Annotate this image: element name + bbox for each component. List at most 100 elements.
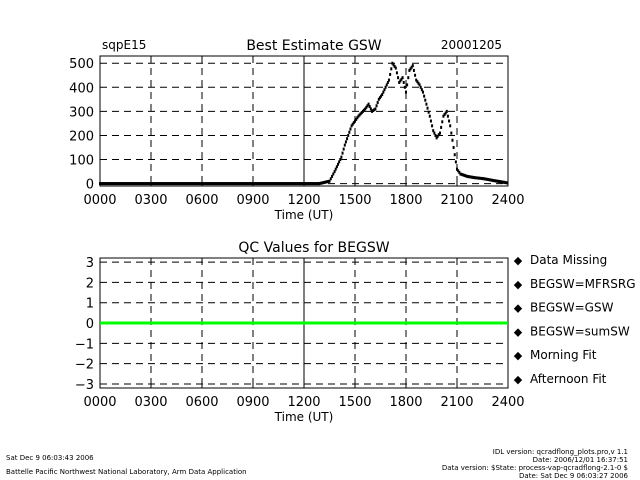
begsw-point (318, 182, 321, 186)
footer-data-date: Date: Sat Dec 9 06:03:27 2006 (519, 472, 628, 480)
begsw-point (168, 182, 171, 186)
begsw-point (124, 182, 127, 186)
begsw-point (299, 182, 302, 186)
begsw-point (296, 182, 299, 186)
begsw-point (342, 147, 345, 151)
begsw-point (137, 182, 140, 186)
begsw-point (147, 182, 149, 186)
begsw-point (112, 182, 115, 186)
begsw-point (174, 182, 177, 186)
qc-ytick-label: −1 (75, 337, 94, 352)
begsw-point (306, 182, 309, 186)
begsw-point (446, 114, 449, 118)
begsw-point (494, 179, 497, 183)
begsw-point (322, 181, 325, 185)
begsw-point (161, 182, 164, 186)
begsw-point (383, 88, 386, 92)
begsw-point (185, 182, 188, 186)
begsw-point (249, 182, 252, 186)
begsw-point (209, 182, 212, 186)
begsw-point (500, 180, 503, 184)
begsw-point (468, 175, 471, 179)
begsw-point (371, 109, 373, 113)
qc-xtick-label: 1800 (389, 395, 422, 410)
begsw-point (297, 182, 300, 186)
qc-xtick-label: 1200 (287, 395, 320, 410)
begsw-point (155, 182, 158, 186)
begsw-point (326, 180, 329, 184)
begsw-point (178, 182, 181, 186)
begsw-point (334, 167, 337, 171)
begsw-point (314, 182, 317, 186)
begsw-point (349, 127, 352, 131)
footer-idl-version: IDL version: qcradflong_plots.pro,v 1.1 (492, 448, 628, 456)
begsw-point (488, 178, 491, 182)
begsw-point (312, 182, 315, 186)
begsw-point (232, 182, 235, 186)
begsw-point (118, 182, 121, 186)
begsw-point (462, 173, 465, 177)
begsw-point (252, 182, 255, 186)
begsw-point (284, 182, 287, 186)
top-ytick-label: 200 (69, 129, 94, 144)
begsw-point (361, 109, 364, 113)
begsw-point (126, 182, 129, 186)
begsw-point (181, 182, 184, 186)
begsw-point (364, 107, 367, 111)
begsw-point (190, 182, 193, 186)
begsw-point (483, 177, 486, 181)
begsw-point (384, 85, 387, 89)
begsw-point (419, 85, 422, 89)
begsw-point (216, 182, 219, 186)
begsw-point (300, 182, 303, 186)
begsw-point (150, 182, 153, 186)
begsw-point (467, 175, 470, 179)
qc-ytick-label: 0 (86, 317, 94, 332)
begsw-point (108, 182, 111, 186)
begsw-point (111, 182, 113, 186)
begsw-point (422, 90, 424, 94)
begsw-point (386, 80, 389, 84)
begsw-point (199, 182, 202, 186)
begsw-point (102, 182, 105, 186)
begsw-point (461, 173, 464, 177)
begsw-point (277, 182, 280, 186)
begsw-point (210, 182, 213, 186)
date-label: 20001205 (441, 38, 502, 52)
begsw-point (354, 119, 356, 123)
begsw-point (248, 182, 251, 186)
begsw-point (163, 182, 166, 186)
begsw-point (243, 182, 246, 186)
begsw-point (154, 182, 157, 186)
begsw-point (454, 160, 457, 164)
begsw-point (272, 182, 275, 186)
qc-ytick-label: 1 (86, 297, 94, 312)
begsw-point (303, 182, 306, 186)
begsw-point (233, 182, 236, 186)
begsw-point (351, 122, 354, 126)
begsw-point (237, 182, 240, 186)
begsw-point (382, 90, 385, 94)
begsw-point (281, 182, 284, 186)
begsw-point (473, 176, 475, 180)
begsw-point (269, 182, 271, 186)
begsw-point (484, 177, 487, 181)
begsw-point (355, 117, 358, 121)
begsw-point (425, 102, 428, 106)
begsw-point (196, 182, 199, 186)
begsw-point (251, 182, 254, 186)
begsw-point (448, 119, 451, 123)
begsw-point (257, 182, 260, 186)
begsw-point (230, 182, 233, 186)
legend-marker: ◆ (514, 325, 523, 338)
begsw-point (313, 182, 316, 186)
begsw-point (495, 179, 498, 183)
begsw-point (399, 79, 402, 83)
begsw-point (432, 129, 435, 133)
qc-ytick-label: 3 (86, 256, 94, 271)
begsw-point (377, 97, 380, 101)
begsw-point (169, 182, 172, 186)
qc-xtick-label: 2400 (491, 395, 524, 410)
begsw-point (234, 182, 237, 186)
begsw-point (457, 169, 460, 173)
